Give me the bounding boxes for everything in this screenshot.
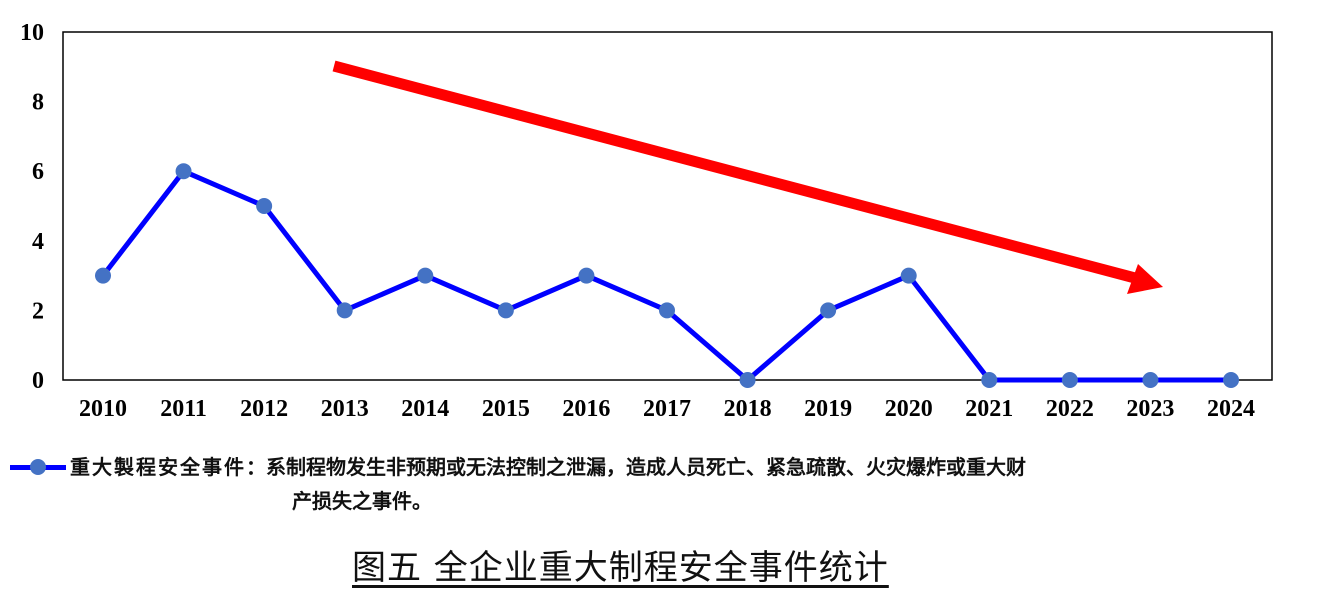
x-tick-label: 2011 <box>160 396 207 422</box>
data-point-marker <box>417 267 434 284</box>
x-tick-label: 2015 <box>482 396 530 422</box>
trend-arrow-icon <box>332 60 1163 294</box>
legend-definition-line1: 系制程物发生非预期或无法控制之泄漏，造成人员死亡、紧急疏散、火灾爆炸或重大财 <box>266 455 1026 479</box>
data-point-marker <box>1142 372 1159 388</box>
data-point-marker <box>1061 372 1078 388</box>
plot-area <box>62 31 1273 381</box>
y-tick-label: 8 <box>32 90 44 116</box>
x-tick-label: 2013 <box>321 396 369 422</box>
y-axis-ticks: 0 2 4 6 8 10 <box>20 20 44 394</box>
x-tick-label: 2019 <box>804 396 852 422</box>
x-tick-label: 2021 <box>965 396 1013 422</box>
x-tick-label: 2017 <box>643 396 691 422</box>
legend-definition-line2: 产损失之事件。 <box>292 489 432 513</box>
x-tick-label: 2022 <box>1046 396 1094 422</box>
x-tick-label: 2012 <box>240 396 288 422</box>
y-tick-label: 2 <box>32 298 44 324</box>
x-axis-ticks: 2010 2011 2012 2013 2014 2015 2016 2017 2018 2019… <box>79 396 1255 422</box>
data-point-marker <box>336 302 353 319</box>
x-tick-label: 2014 <box>401 396 449 422</box>
legend-line-marker-icon <box>10 457 66 477</box>
data-point-marker <box>981 372 998 388</box>
data-point-marker <box>900 267 917 284</box>
x-tick-label: 2024 <box>1207 396 1255 422</box>
series-markers <box>95 163 1239 388</box>
line-chart: 0 2 4 6 8 10 2010 2011 2012 2013 2014 2015 2016 2017… <box>20 20 1273 422</box>
y-tick-label: 10 <box>20 20 44 46</box>
y-tick-label: 0 <box>32 368 44 394</box>
x-tick-label: 2016 <box>562 396 610 422</box>
data-point-marker <box>659 302 675 319</box>
data-point-marker <box>820 302 837 319</box>
x-tick-label: 2018 <box>724 396 772 422</box>
y-tick-label: 6 <box>32 159 44 185</box>
legend-separator: ： <box>246 455 266 479</box>
x-tick-label: 2020 <box>885 396 933 422</box>
data-point-marker <box>739 372 756 388</box>
data-point-marker <box>1223 372 1239 388</box>
figure-caption: 图五 全企业重大制程安全事件统计 <box>352 548 889 588</box>
data-point-marker <box>578 267 595 284</box>
legend: 重大製程安全事件：系制程物发生非预期或无法控制之泄漏，造成人员死亡、紧急疏散、火… <box>10 450 1300 518</box>
data-point-marker <box>256 198 273 214</box>
x-tick-label: 2010 <box>79 396 127 422</box>
data-point-marker <box>95 267 111 284</box>
data-point-marker <box>175 163 192 180</box>
legend-series-name: 重大製程安全事件 <box>70 455 246 479</box>
x-tick-label: 2023 <box>1126 396 1174 422</box>
data-point-marker <box>497 302 514 319</box>
y-tick-label: 4 <box>32 229 44 255</box>
